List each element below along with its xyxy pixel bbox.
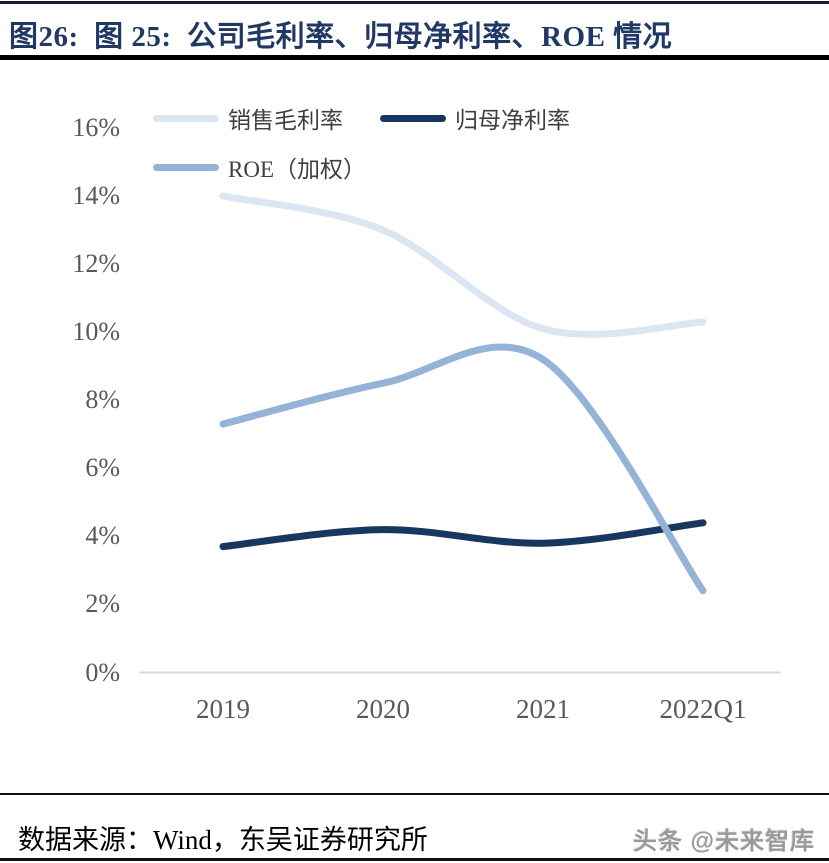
- y-tick-label: 10%: [72, 317, 120, 347]
- legend-item-gross-margin: 销售毛利率: [153, 105, 343, 133]
- title-divider-line: [0, 55, 829, 60]
- legend-label-gross-margin: 销售毛利率: [228, 108, 343, 133]
- footer-divider-line: [0, 793, 829, 795]
- line-chart: [139, 192, 781, 674]
- series-line-net-margin: [219, 519, 707, 551]
- series-line-roe-weighted: [219, 343, 707, 595]
- legend-swatch-roe: [153, 163, 219, 171]
- y-tick-label: 0%: [85, 657, 120, 687]
- legend-swatch-net-margin: [380, 114, 446, 122]
- legend-item-roe: ROE（加权）: [153, 154, 366, 182]
- y-tick-label: 14%: [72, 181, 120, 211]
- x-tick-label: 2020: [356, 694, 410, 724]
- y-tick-label: 12%: [72, 249, 120, 279]
- legend-item-net-margin: 归母净利率: [380, 105, 570, 133]
- x-tick-label: 2019: [196, 694, 250, 724]
- y-tick-label: 4%: [85, 521, 120, 551]
- top-border-line: [0, 1, 829, 4]
- bottom-border-line: [0, 858, 829, 861]
- legend-label-roe: ROE（加权）: [228, 157, 366, 182]
- legend-label-net-margin: 归母净利率: [455, 108, 570, 133]
- y-tick-label: 16%: [72, 113, 120, 142]
- y-tick-label: 8%: [85, 385, 120, 415]
- y-tick-label: 6%: [85, 453, 120, 483]
- figure-title: 图26: 图 25: 公司毛利率、归母净利率、ROE 情况: [9, 21, 673, 53]
- y-tick-label: 2%: [85, 589, 120, 619]
- series-line-gross-margin: [219, 192, 707, 338]
- legend-swatch-gross-margin: [153, 114, 219, 122]
- x-tick-label: 2021: [516, 694, 570, 724]
- watermark-toutiao: 头条 @未来智库: [632, 828, 815, 855]
- x-tick-label: 2022Q1: [659, 694, 747, 724]
- data-source-note: 数据来源：Wind，东吴证券研究所: [18, 825, 428, 855]
